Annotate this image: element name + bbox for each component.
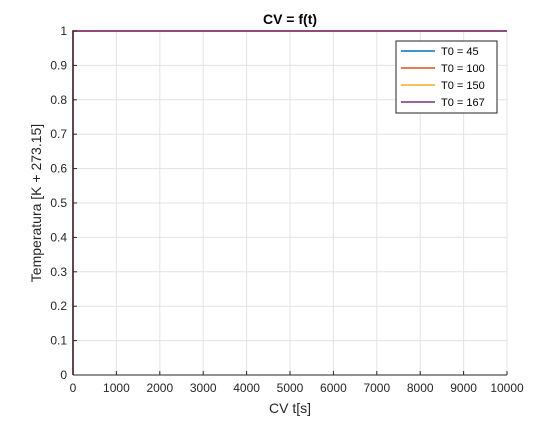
x-tick-label: 4000 [233, 381, 260, 395]
y-tick-label: 0 [60, 368, 67, 382]
legend: T0 = 45 T0 = 100 T0 = 150 T0 = 167 [395, 40, 498, 114]
x-tick-label: 10000 [490, 381, 524, 395]
y-tick-label: 0.4 [50, 230, 67, 244]
x-axis-label: CV t[s] [269, 400, 311, 416]
x-tick-label: 7000 [363, 381, 390, 395]
legend-box [395, 40, 498, 114]
legend-entry-0: T0 = 45 [441, 46, 479, 58]
y-tick-label: 0.5 [50, 196, 67, 210]
legend-entry-1: T0 = 100 [441, 63, 485, 75]
y-axis-ticks: 0 0.1 0.2 0.3 0.4 0.5 0.6 0.7 0.8 0.9 1 [50, 24, 77, 382]
y-tick-label: 0.1 [50, 334, 67, 348]
x-tick-label: 6000 [320, 381, 347, 395]
y-tick-label: 0.7 [50, 127, 67, 141]
y-tick-label: 0.2 [50, 299, 67, 313]
chart-title: CV = f(t) [263, 11, 317, 27]
x-axis-ticks: 0 1000 2000 3000 4000 5000 6000 7000 8000 9000 100… [70, 371, 524, 395]
y-tick-label: 0.6 [50, 162, 67, 176]
y-tick-label: 0.3 [50, 265, 67, 279]
x-tick-label: 0 [70, 381, 77, 395]
x-tick-label: 2000 [146, 381, 173, 395]
legend-entry-3: T0 = 167 [441, 97, 485, 109]
x-tick-label: 8000 [407, 381, 434, 395]
x-tick-label: 5000 [277, 381, 304, 395]
y-tick-label: 0.9 [50, 58, 67, 72]
x-tick-label: 1000 [103, 381, 130, 395]
y-axis-label: Temperatura [K + 273.15] [28, 124, 44, 282]
legend-entry-2: T0 = 150 [441, 80, 485, 92]
x-tick-label: 9000 [450, 381, 477, 395]
y-tick-label: 1 [60, 24, 67, 38]
x-tick-label: 3000 [190, 381, 217, 395]
y-tick-label: 0.8 [50, 93, 67, 107]
